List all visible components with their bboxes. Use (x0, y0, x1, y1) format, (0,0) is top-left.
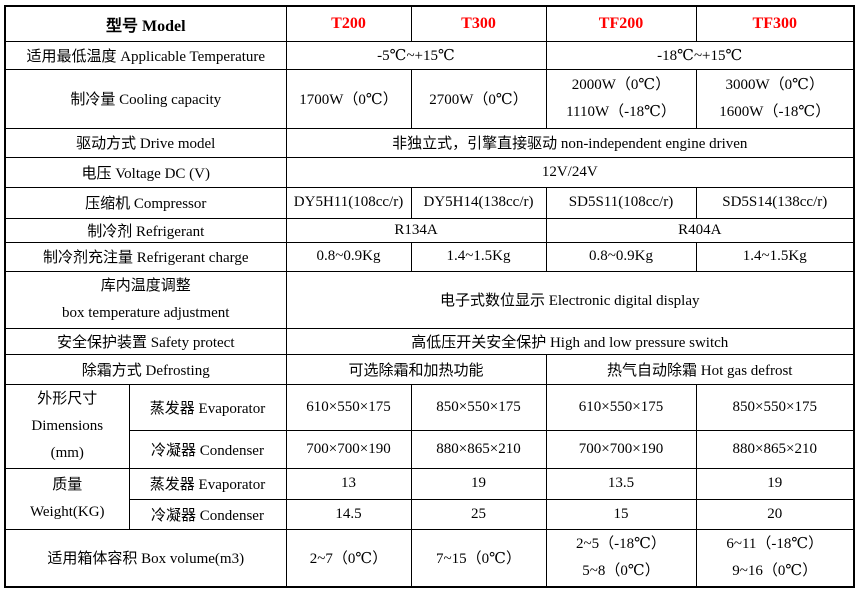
cell-box-volume-t300: 7~15（0℃） (410, 528, 547, 587)
cell-applicable-temperature-t: -5℃~+15℃ (285, 40, 547, 70)
model-header-t300: T300 (410, 5, 547, 42)
box-volume-tf200-line1: 2~5（-18℃） (576, 535, 666, 552)
cell-cooling-capacity-t300: 2700W（0℃） (410, 68, 547, 129)
product-spec-table: 型号 Model T200 T300 TF200 TF300 适用最低温度 Ap… (4, 5, 855, 588)
cell-weight-evaporator-t200: 13 (285, 467, 412, 500)
table-row-defrosting: 除霜方式 Defrosting 可选除霜和加热功能 热气自动除霜 Hot gas… (4, 353, 855, 385)
table-row-dimensions-evaporator: 外形尺寸 Dimensions (mm) 蒸发器 Evaporator 610×… (4, 383, 855, 469)
cell-refrigerant-tf: R404A (545, 217, 855, 243)
cell-dimensions-evaporator-tf300: 850×550×175 (695, 383, 855, 431)
row-label-safety-protect: 安全保护装置 Safety protect (4, 327, 287, 355)
row-label-dimensions: 外形尺寸 Dimensions (mm) (4, 383, 130, 469)
cell-weight-condenser-tf200: 15 (545, 498, 697, 530)
cell-dimensions-condenser-t300: 880×865×210 (410, 429, 547, 469)
cell-refrigerant-charge-t300: 1.4~1.5Kg (410, 241, 547, 272)
cell-dimensions-evaporator-tf200: 610×550×175 (545, 383, 697, 431)
box-volume-tf300-line1: 6~11（-18℃） (726, 535, 824, 552)
cell-defrosting-tf: 热气自动除霜 Hot gas defrost (545, 353, 855, 385)
cell-compressor-t200: DY5H11(108cc/r) (285, 186, 412, 219)
model-header-t200: T200 (285, 5, 412, 42)
weight-label-cn: 质量 (52, 476, 83, 493)
table-row-drive-model: 驱动方式 Drive model 非独立式，引擎直接驱动 non-indepen… (4, 127, 855, 158)
cell-dimensions-condenser-t200: 700×700×190 (285, 429, 412, 469)
cell-weight-evaporator-t300: 19 (410, 467, 547, 500)
cell-applicable-temperature-tf: -18℃~+15℃ (545, 40, 855, 70)
cell-weight-condenser-t200: 14.5 (285, 498, 412, 530)
cell-weight-evaporator-tf300: 19 (695, 467, 855, 500)
row-label-compressor: 压缩机 Compressor (4, 186, 287, 219)
cooling-capacity-tf200-line2: 1110W（-18℃） (566, 103, 676, 120)
row-label-voltage: 电压 Voltage DC (V) (4, 156, 287, 188)
cell-weight-condenser-t300: 25 (410, 498, 547, 530)
table-row-cooling-capacity: 制冷量 Cooling capacity 1700W（0℃） 2700W（0℃）… (4, 68, 855, 129)
cell-cooling-capacity-t200: 1700W（0℃） (285, 68, 412, 129)
cell-drive-model-value: 非独立式，引擎直接驱动 non-independent engine drive… (285, 127, 855, 158)
box-temperature-adjustment-label-en: box temperature adjustment (62, 304, 230, 321)
cell-dimensions-condenser-tf300: 880×865×210 (695, 429, 855, 469)
cell-safety-protect-value: 高低压开关安全保护 High and low pressure switch (285, 327, 855, 355)
cell-box-volume-tf300: 6~11（-18℃） 9~16（0℃） (695, 528, 855, 587)
cooling-capacity-tf300-line2: 1600W（-18℃） (719, 103, 831, 120)
box-volume-tf200-line2: 5~8（0℃） (582, 562, 660, 579)
cell-weight-evaporator-tf200: 13.5 (545, 467, 697, 500)
dimensions-label-en: Dimensions (31, 417, 104, 434)
row-label-applicable-temperature: 适用最低温度 Applicable Temperature (4, 40, 287, 70)
cell-dimensions-condenser-tf200: 700×700×190 (545, 429, 697, 469)
cooling-capacity-tf200-line1: 2000W（0℃） (571, 76, 671, 93)
row-label-defrosting: 除霜方式 Defrosting (4, 353, 287, 385)
cell-box-temperature-adjustment-value: 电子式数位显示 Electronic digital display (285, 270, 855, 329)
sublabel-dimensions-condenser: 冷凝器 Condenser (128, 429, 287, 469)
cell-box-volume-tf200: 2~5（-18℃） 5~8（0℃） (545, 528, 697, 587)
cell-box-volume-t200: 2~7（0℃） (285, 528, 412, 587)
cell-compressor-tf300: SD5S14(138cc/r) (695, 186, 855, 219)
model-header-tf200: TF200 (545, 5, 697, 42)
row-label-box-volume: 适用箱体容积 Box volume(m3) (4, 528, 287, 587)
row-label-drive-model: 驱动方式 Drive model (4, 127, 287, 158)
dimensions-label-cn: 外形尺寸 (37, 390, 98, 407)
cell-voltage-value: 12V/24V (285, 156, 855, 188)
cell-weight-condenser-tf300: 20 (695, 498, 855, 530)
cell-cooling-capacity-tf300: 3000W（0℃） 1600W（-18℃） (695, 68, 855, 129)
sublabel-weight-evaporator: 蒸发器 Evaporator (128, 467, 287, 500)
sublabel-dimensions-evaporator: 蒸发器 Evaporator (128, 383, 287, 431)
box-temperature-adjustment-label-cn: 库内温度调整 (100, 277, 191, 294)
table-row-applicable-temperature: 适用最低温度 Applicable Temperature -5℃~+15℃ -… (4, 40, 855, 70)
cell-refrigerant-t: R134A (285, 217, 547, 243)
cooling-capacity-tf300-line1: 3000W（0℃） (725, 76, 824, 93)
row-label-weight: 质量 Weight(KG) (4, 467, 130, 530)
row-label-box-temperature-adjustment: 库内温度调整 box temperature adjustment (4, 270, 287, 329)
box-volume-tf300-line2: 9~16（0℃） (732, 562, 818, 579)
table-row-voltage: 电压 Voltage DC (V) 12V/24V (4, 156, 855, 188)
row-label-refrigerant: 制冷剂 Refrigerant (4, 217, 287, 243)
table-row-refrigerant: 制冷剂 Refrigerant R134A R404A (4, 217, 855, 243)
cell-refrigerant-charge-tf200: 0.8~0.9Kg (545, 241, 697, 272)
cell-cooling-capacity-tf200: 2000W（0℃） 1110W（-18℃） (545, 68, 697, 129)
table-row-model: 型号 Model T200 T300 TF200 TF300 (4, 5, 855, 42)
table-row-weight-condenser: 冷凝器 Condenser 14.5 25 15 20 (5, 498, 855, 530)
cell-compressor-t300: DY5H14(138cc/r) (410, 186, 547, 219)
cell-dimensions-evaporator-t300: 850×550×175 (410, 383, 547, 431)
weight-label-en: Weight(KG) (29, 503, 105, 520)
cell-defrosting-t: 可选除霜和加热功能 (285, 353, 547, 385)
table-row-compressor: 压缩机 Compressor DY5H11(108cc/r) DY5H14(13… (4, 186, 855, 219)
cell-dimensions-evaporator-t200: 610×550×175 (285, 383, 412, 431)
dimensions-label-unit: (mm) (50, 444, 84, 461)
cell-compressor-tf200: SD5S11(108cc/r) (545, 186, 697, 219)
cell-refrigerant-charge-tf300: 1.4~1.5Kg (695, 241, 855, 272)
table-row-weight-evaporator: 质量 Weight(KG) 蒸发器 Evaporator 13 19 13.5 … (4, 467, 855, 530)
table-row-dimensions-condenser: 冷凝器 Condenser 700×700×190 880×865×210 70… (5, 429, 855, 469)
row-label-model: 型号 Model (4, 5, 287, 42)
table-row-box-temperature-adjustment: 库内温度调整 box temperature adjustment 电子式数位显… (4, 270, 855, 329)
row-label-refrigerant-charge: 制冷剂充注量 Refrigerant charge (4, 241, 287, 272)
table-row-safety-protect: 安全保护装置 Safety protect 高低压开关安全保护 High and… (4, 327, 855, 355)
table-row-box-volume: 适用箱体容积 Box volume(m3) 2~7（0℃） 7~15（0℃） 2… (4, 528, 855, 587)
sublabel-weight-condenser: 冷凝器 Condenser (128, 498, 287, 530)
table-row-refrigerant-charge: 制冷剂充注量 Refrigerant charge 0.8~0.9Kg 1.4~… (4, 241, 855, 272)
row-label-cooling-capacity: 制冷量 Cooling capacity (4, 68, 287, 129)
model-header-tf300: TF300 (695, 5, 855, 42)
cell-refrigerant-charge-t200: 0.8~0.9Kg (285, 241, 412, 272)
